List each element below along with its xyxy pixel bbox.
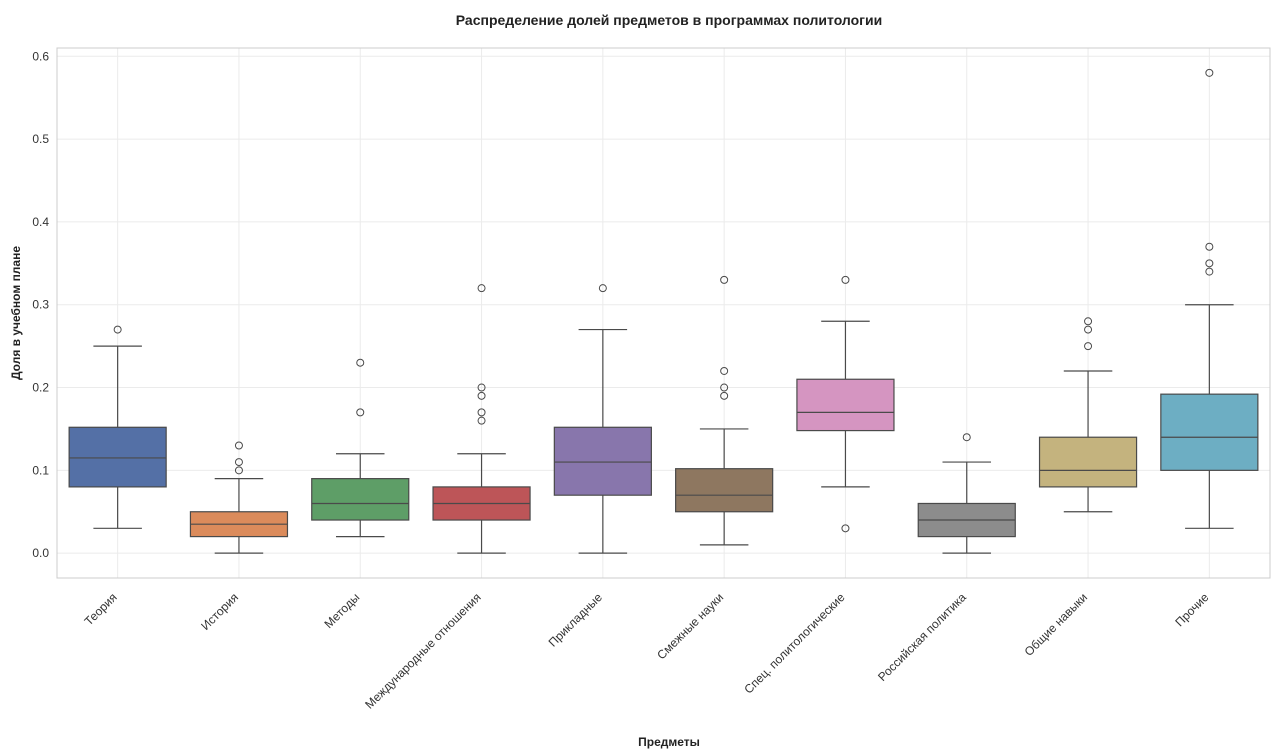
y-tick-label: 0.5 — [32, 132, 49, 146]
box — [1160, 393, 1259, 471]
outlier-point — [841, 275, 850, 284]
outlier-point — [477, 416, 486, 425]
outlier-point — [477, 383, 486, 392]
outlier-point — [720, 383, 729, 392]
outlier-point — [841, 524, 850, 533]
box-group — [917, 433, 1016, 554]
outlier-point — [356, 358, 365, 367]
x-tick-label: Теория — [82, 590, 120, 628]
y-axis-label: Доля в учебном плане — [9, 246, 23, 380]
x-axis-ticks: Теория История Методы Международные отношен… — [82, 590, 1212, 712]
outlier-point — [1084, 342, 1093, 351]
y-axis-ticks: 0.0 0.1 0.2 0.3 0.4 0.5 0.6 — [32, 49, 49, 560]
x-tick-label: Прикладные — [546, 590, 606, 650]
box-group — [675, 275, 774, 546]
outlier-point — [477, 408, 486, 417]
outlier-point — [720, 366, 729, 375]
outlier-point — [113, 325, 122, 334]
box-group — [1038, 317, 1138, 513]
box-group — [553, 284, 652, 554]
x-tick-label: Прочие — [1172, 590, 1211, 629]
outlier-point — [234, 458, 243, 467]
box — [1038, 436, 1138, 488]
x-tick-label: Общие навыки — [1022, 590, 1091, 659]
box — [796, 378, 895, 432]
grid-lines — [57, 48, 1270, 578]
box — [311, 478, 410, 521]
outlier-point — [477, 391, 486, 400]
outlier-point — [1084, 325, 1093, 334]
outlier-point — [1205, 242, 1214, 251]
outlier-point — [962, 433, 971, 442]
y-tick-label: 0.6 — [32, 49, 49, 63]
boxes — [68, 68, 1259, 554]
x-tick-label: Методы — [321, 590, 362, 631]
box — [675, 468, 774, 513]
outlier-point — [356, 408, 365, 417]
outlier-point — [234, 466, 243, 475]
y-tick-label: 0.0 — [32, 546, 49, 560]
box — [68, 426, 167, 488]
outlier-point — [1205, 68, 1214, 77]
x-tick-label: Российская политика — [875, 590, 969, 684]
box-group — [189, 441, 289, 554]
box-group — [1160, 68, 1259, 529]
y-tick-label: 0.4 — [32, 215, 49, 229]
outlier-point — [1205, 267, 1214, 276]
plot-area — [56, 47, 1271, 579]
y-tick-label: 0.1 — [32, 463, 49, 477]
box-group — [432, 284, 531, 554]
outlier-point — [1205, 259, 1214, 268]
y-tick-label: 0.2 — [32, 381, 49, 395]
chart-title: Распределение долей предметов в программ… — [456, 12, 882, 28]
outlier-point — [598, 284, 607, 293]
x-tick-label: Международные отношения — [362, 590, 483, 711]
box-group — [68, 325, 167, 529]
x-tick-label: Спец. политологические — [741, 590, 847, 696]
outlier-point — [1084, 317, 1093, 326]
x-tick-label: История — [198, 590, 241, 633]
x-tick-label: Смежные науки — [654, 590, 726, 662]
y-tick-label: 0.3 — [32, 298, 49, 312]
box-group — [311, 358, 410, 538]
outlier-point — [234, 441, 243, 450]
outlier-point — [720, 391, 729, 400]
box — [553, 426, 652, 496]
outlier-point — [477, 284, 486, 293]
x-axis-label: Предметы — [638, 735, 700, 749]
outlier-point — [720, 275, 729, 284]
box-group — [796, 275, 895, 533]
